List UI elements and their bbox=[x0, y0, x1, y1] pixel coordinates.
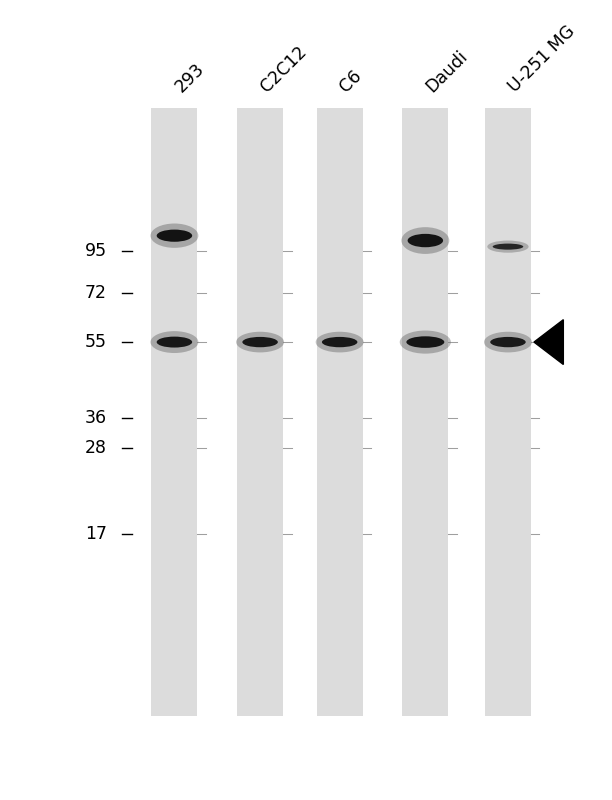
Ellipse shape bbox=[236, 332, 284, 353]
Ellipse shape bbox=[487, 241, 529, 253]
Text: C6: C6 bbox=[337, 67, 366, 96]
Ellipse shape bbox=[484, 332, 532, 353]
Polygon shape bbox=[534, 320, 563, 365]
Bar bbox=[151, 108, 197, 716]
Text: 55: 55 bbox=[85, 333, 107, 351]
Bar bbox=[402, 108, 448, 716]
Text: 293: 293 bbox=[171, 60, 207, 96]
Text: 28: 28 bbox=[85, 439, 107, 458]
Ellipse shape bbox=[406, 336, 444, 348]
Ellipse shape bbox=[157, 337, 192, 347]
Ellipse shape bbox=[151, 331, 198, 353]
Bar bbox=[317, 108, 362, 716]
Ellipse shape bbox=[157, 230, 192, 242]
Text: Daudi: Daudi bbox=[422, 47, 471, 96]
Ellipse shape bbox=[493, 243, 523, 250]
Ellipse shape bbox=[490, 337, 526, 347]
Text: 36: 36 bbox=[85, 409, 107, 427]
Text: 17: 17 bbox=[85, 525, 107, 542]
Ellipse shape bbox=[408, 234, 443, 247]
Ellipse shape bbox=[151, 223, 198, 248]
Ellipse shape bbox=[316, 332, 364, 353]
Text: 95: 95 bbox=[85, 242, 107, 260]
Ellipse shape bbox=[400, 330, 451, 354]
Ellipse shape bbox=[242, 337, 278, 347]
Ellipse shape bbox=[401, 227, 449, 254]
Ellipse shape bbox=[322, 337, 357, 347]
Bar bbox=[237, 108, 283, 716]
Bar bbox=[485, 108, 531, 716]
Text: U-251 MG: U-251 MG bbox=[505, 22, 578, 96]
Text: C2C12: C2C12 bbox=[257, 42, 310, 96]
Text: 72: 72 bbox=[85, 285, 107, 302]
